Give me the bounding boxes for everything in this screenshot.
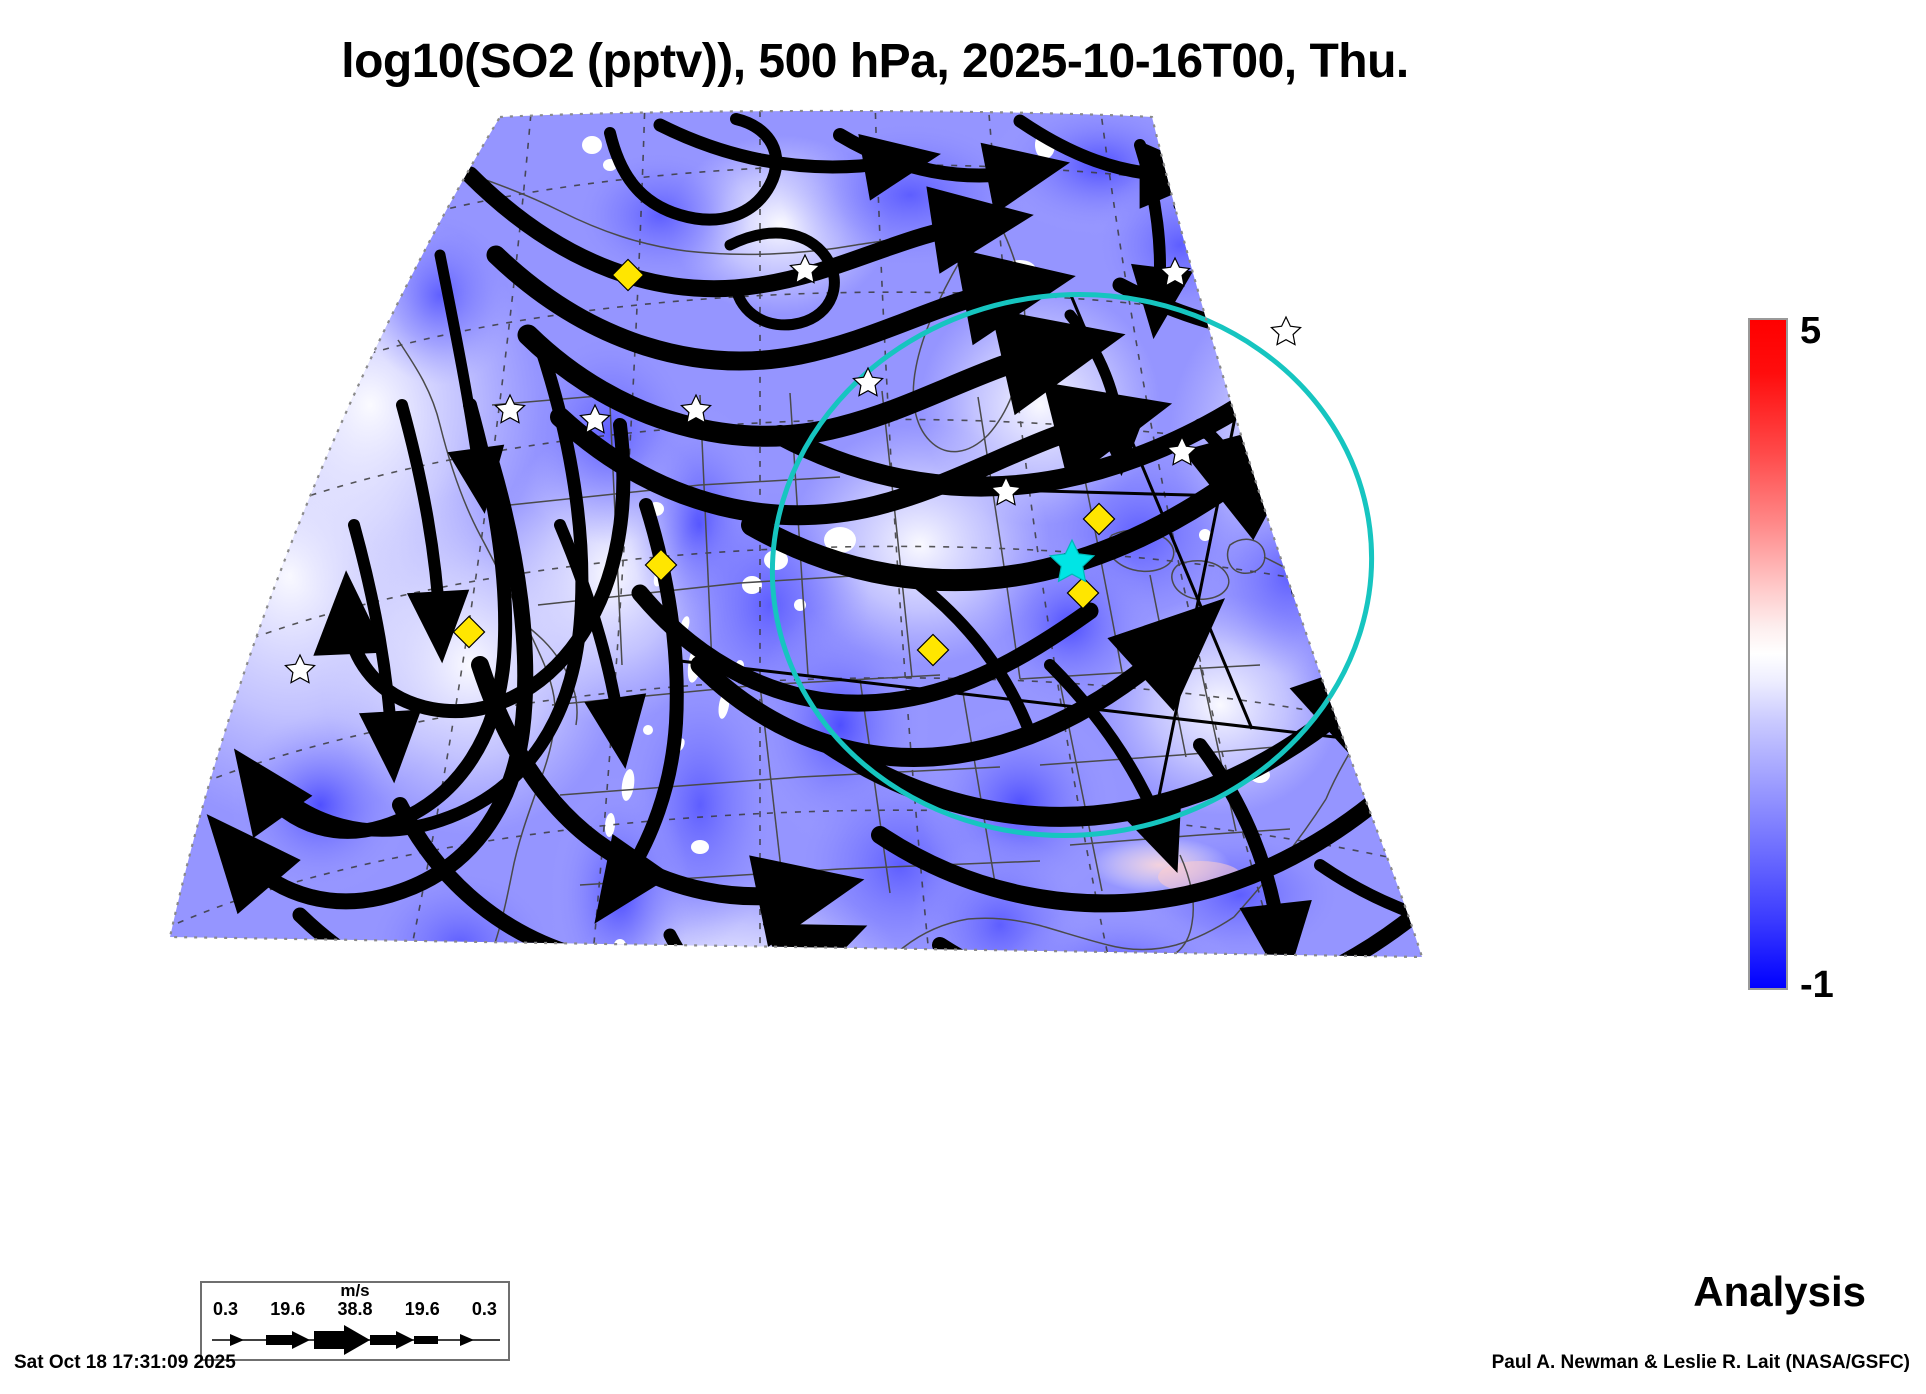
base-site-star-marker[interactable] xyxy=(1048,538,1096,583)
wind-tick-3: 19.6 xyxy=(404,1299,440,1319)
wind-tick-0: 0.3 xyxy=(213,1299,239,1319)
flight-track-3 xyxy=(679,659,1405,747)
generation-timestamp: Sat Oct 18 17:31:09 2025 xyxy=(14,1352,236,1373)
flight-track-1 xyxy=(1068,292,1254,730)
map-figure[interactable] xyxy=(140,105,1600,1165)
wind-tick-4: 0.3 xyxy=(471,1299,497,1319)
colorbar-min-label: -1 xyxy=(1800,964,1834,1006)
author-credit: Paul A. Newman & Leslie R. Lait (NASA/GS… xyxy=(1491,1352,1910,1373)
map-panel[interactable] xyxy=(140,105,1600,1165)
range-ring xyxy=(769,292,1375,838)
site-diamond-markers[interactable] xyxy=(452,258,1116,667)
wind-tick-1: 19.6 xyxy=(270,1299,306,1319)
colorbar-gradient xyxy=(1748,318,1788,990)
wind-legend-arrow-icon xyxy=(212,1325,500,1355)
colorbar-max-label: 5 xyxy=(1800,310,1822,352)
page-title: log10(SO2 (pptv)), 500 hPa, 2025-10-16T0… xyxy=(341,35,1409,88)
wind-speed-legend: m/s 0.3 19.6 38.8 19.6 0.3 xyxy=(200,1281,510,1361)
colorbar: 5 -1 xyxy=(1748,312,1918,1008)
analysis-label: Analysis xyxy=(1693,1268,1866,1315)
city-markers[interactable] xyxy=(284,253,1302,684)
so2-field-raster xyxy=(170,111,1422,957)
wind-legend-tick-labels: 0.3 19.6 38.8 19.6 0.3 xyxy=(202,1299,508,1320)
wind-tick-2: 38.8 xyxy=(337,1299,373,1319)
wind-legend-units-label: m/s xyxy=(340,1281,370,1300)
map-border xyxy=(168,109,1424,959)
